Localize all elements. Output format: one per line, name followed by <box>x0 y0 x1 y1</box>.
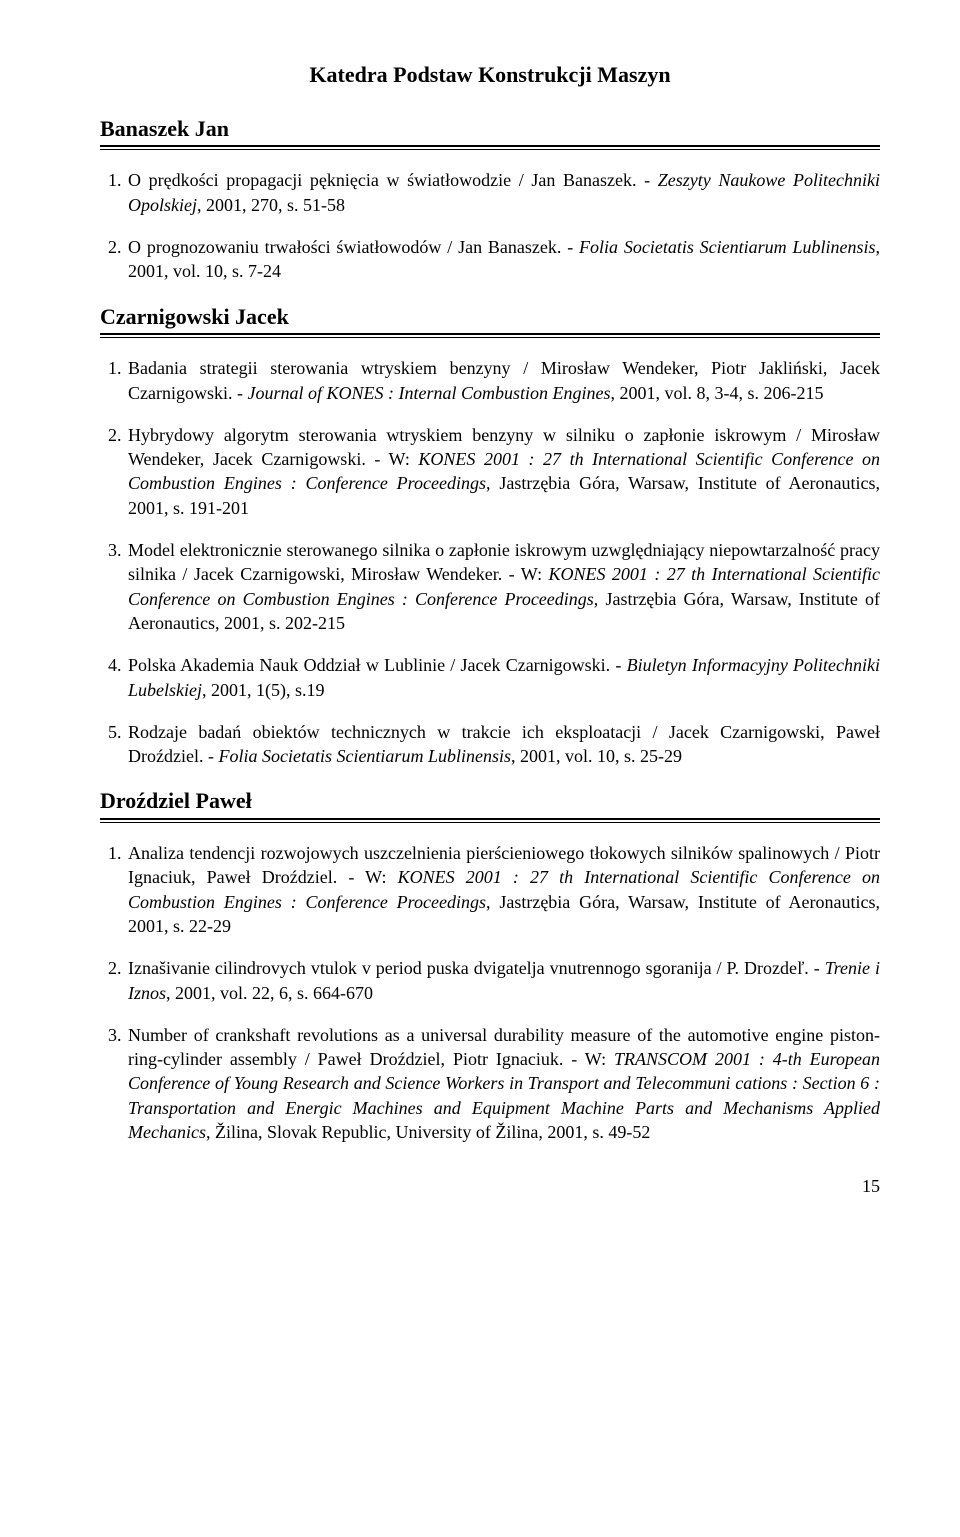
entry-rest: , 2001, vol. 10, s. 25-29 <box>511 746 682 766</box>
entry-text: Iznašivanie cilindrovych vtulok v period… <box>128 958 825 978</box>
page-number: 15 <box>100 1174 880 1198</box>
divider-thick <box>100 145 880 147</box>
entry-rest: , 2001, 1(5), s.19 <box>202 680 325 700</box>
department-title: Katedra Podstaw Konstrukcji Maszyn <box>100 60 880 90</box>
list-item: Analiza tendencji rozwojowych uszczelnie… <box>126 841 880 938</box>
divider-thick <box>100 818 880 820</box>
list-item: Polska Akademia Nauk Oddział w Lublinie … <box>126 653 880 702</box>
list-item: O prędkości propagacji pęknięcia w świat… <box>126 168 880 217</box>
list-item: Hybrydowy algorytm sterowania wtryskiem … <box>126 423 880 520</box>
author-heading-czarnigowski: Czarnigowski Jacek <box>100 302 880 332</box>
list-item: Rodzaje badań obiektów technicznych w tr… <box>126 720 880 769</box>
divider-thin <box>100 337 880 338</box>
entry-rest: , Žilina, Slovak Republic, University of… <box>206 1122 650 1142</box>
list-item: Number of crankshaft revolutions as a un… <box>126 1023 880 1144</box>
author-heading-drozdziel: Droździel Paweł <box>100 786 880 816</box>
list-item: O prognozowaniu trwałości światłowodów /… <box>126 235 880 284</box>
document-page: Katedra Podstaw Konstrukcji Maszyn Banas… <box>0 0 960 1239</box>
divider-thin <box>100 149 880 150</box>
entry-rest: , 2001, vol. 22, 6, s. 664-670 <box>166 983 373 1003</box>
divider-thick <box>100 333 880 335</box>
entry-source: Folia Societatis Scientiarum Lublinensis <box>218 746 510 766</box>
publication-list-banaszek: O prędkości propagacji pęknięcia w świat… <box>100 168 880 283</box>
entry-source: Journal of KONES : Internal Combustion E… <box>247 383 610 403</box>
entry-text: O prędkości propagacji pęknięcia w świat… <box>128 170 658 190</box>
entry-source: Folia Societatis Scientiarum Lublinensis <box>579 237 875 257</box>
publication-list-drozdziel: Analiza tendencji rozwojowych uszczelnie… <box>100 841 880 1144</box>
entry-text: O prognozowaniu trwałości światłowodów /… <box>128 237 579 257</box>
list-item: Badania strategii sterowania wtryskiem b… <box>126 356 880 405</box>
entry-text: Polska Akademia Nauk Oddział w Lublinie … <box>128 655 627 675</box>
entry-rest: , 2001, vol. 8, 3-4, s. 206-215 <box>610 383 823 403</box>
author-heading-banaszek: Banaszek Jan <box>100 114 880 144</box>
list-item: Model elektronicznie sterowanego silnika… <box>126 538 880 635</box>
publication-list-czarnigowski: Badania strategii sterowania wtryskiem b… <box>100 356 880 768</box>
entry-rest: , 2001, 270, s. 51-58 <box>197 195 345 215</box>
list-item: Iznašivanie cilindrovych vtulok v period… <box>126 956 880 1005</box>
divider-thin <box>100 822 880 823</box>
